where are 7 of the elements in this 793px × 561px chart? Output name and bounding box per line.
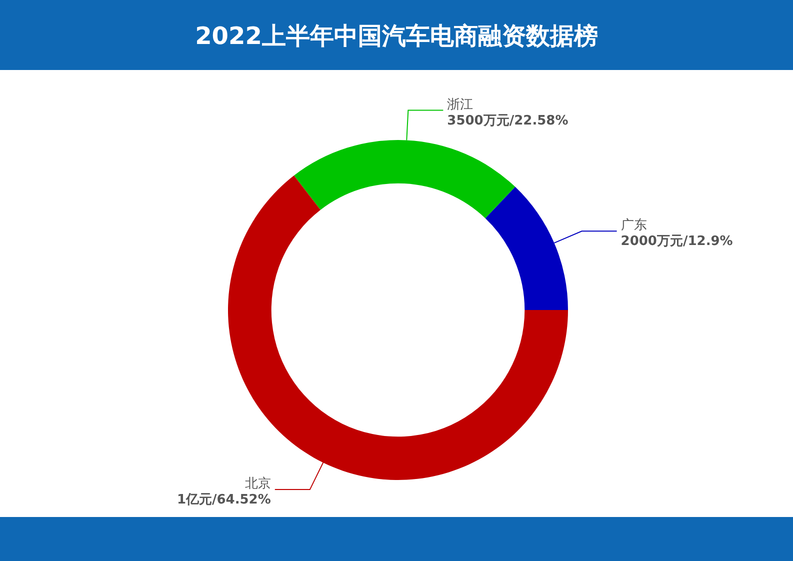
slice-label: 北京: [244, 476, 271, 492]
slice-label: 浙江: [447, 97, 474, 112]
data-label: 2000万元/12.9%: [620, 234, 733, 250]
data-label: 3500万元/22.58%: [447, 113, 568, 128]
chart-title: 2022上半年中国汽车电商融资数据榜: [195, 22, 598, 50]
slice-label: 广东: [620, 218, 647, 234]
data-label: 1亿元/64.52%: [176, 492, 271, 508]
